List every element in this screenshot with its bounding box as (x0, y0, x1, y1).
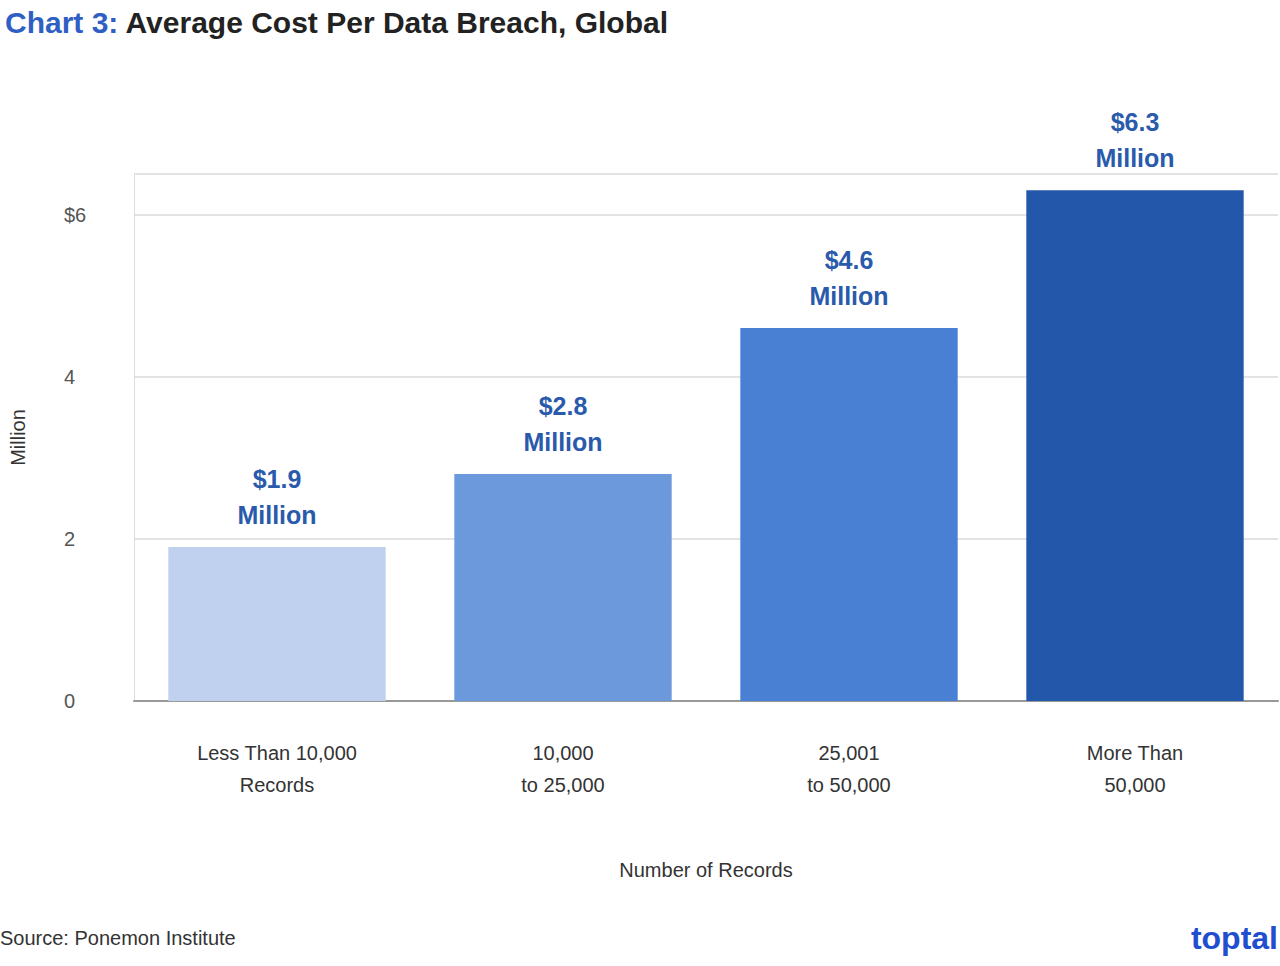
svg-text:Million: Million (7, 409, 29, 466)
svg-text:Source: Ponemon Institute: Source: Ponemon Institute (0, 927, 236, 949)
svg-text:toptal: toptal (1191, 920, 1278, 956)
svg-text:Million: Million (809, 282, 888, 310)
svg-text:4: 4 (64, 366, 75, 388)
svg-text:Records: Records (240, 774, 314, 796)
svg-text:$4.6: $4.6 (825, 246, 874, 274)
svg-text:$2.8: $2.8 (539, 392, 588, 420)
svg-text:to 25,000: to 25,000 (521, 774, 604, 796)
svg-text:0: 0 (64, 690, 75, 712)
svg-text:Million: Million (523, 428, 602, 456)
svg-text:$6.3: $6.3 (1111, 108, 1160, 136)
svg-text:Chart 3:: Chart 3: (5, 6, 118, 39)
svg-text:10,000: 10,000 (532, 742, 593, 764)
svg-text:Million: Million (1095, 144, 1174, 172)
svg-text:to 50,000: to 50,000 (807, 774, 890, 796)
svg-text:2: 2 (64, 528, 75, 550)
svg-text:Less Than 10,000: Less Than 10,000 (197, 742, 357, 764)
svg-text:$1.9: $1.9 (253, 465, 302, 493)
svg-text:$6: $6 (64, 204, 86, 226)
svg-text:25,001: 25,001 (818, 742, 879, 764)
svg-text:50,000: 50,000 (1104, 774, 1165, 796)
svg-text:Average Cost Per Data Breach,: Average Cost Per Data Breach, Global (118, 6, 668, 39)
svg-text:Number of Records: Number of Records (619, 859, 792, 881)
svg-text:More Than: More Than (1087, 742, 1183, 764)
svg-text:Million: Million (237, 501, 316, 529)
